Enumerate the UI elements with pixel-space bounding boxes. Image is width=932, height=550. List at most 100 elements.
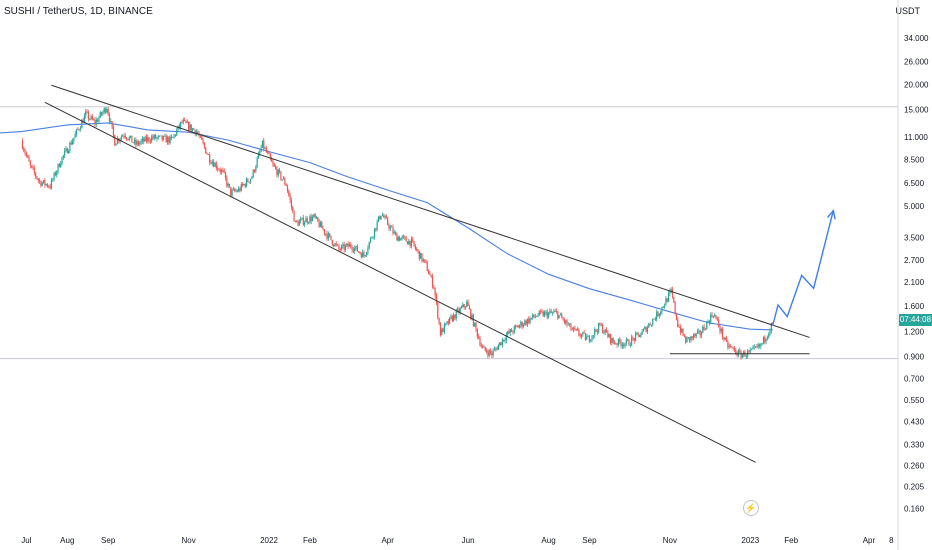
candle-body — [673, 297, 675, 303]
candle-body — [505, 334, 507, 341]
candle-body — [442, 328, 444, 333]
candle-body — [276, 168, 278, 176]
candle-body — [161, 135, 163, 140]
candle-body — [474, 322, 476, 327]
candle-body — [87, 112, 89, 119]
candle-body — [485, 350, 488, 353]
candle-body — [290, 200, 293, 208]
price-tick-label: 11.000 — [904, 133, 928, 142]
candle-body — [360, 253, 362, 258]
trendline — [44, 101, 756, 463]
candle-body — [600, 325, 602, 326]
candle-body — [141, 138, 144, 141]
candle-body — [364, 255, 366, 256]
candle-body — [265, 147, 267, 153]
candle-body — [247, 179, 249, 182]
price-tick-label: 1.200 — [904, 327, 925, 336]
candle-body — [579, 334, 581, 337]
candle-body — [172, 137, 174, 138]
candle-body — [632, 337, 634, 339]
candle-body — [563, 319, 565, 323]
candle-body — [207, 154, 209, 156]
candle-body — [706, 321, 708, 330]
candle-body — [591, 336, 593, 341]
candle-body — [306, 218, 308, 223]
candle-body — [749, 350, 751, 352]
candle-body — [464, 306, 467, 308]
candle-body — [321, 222, 323, 229]
candle-body — [392, 227, 394, 234]
candle-body — [731, 346, 733, 348]
candle-body — [342, 244, 344, 246]
candle-body — [549, 311, 551, 313]
candle-body — [580, 334, 583, 337]
candle-body — [81, 120, 83, 129]
candle-body — [685, 336, 687, 343]
candle-body — [757, 344, 759, 348]
candle-body — [588, 336, 591, 342]
candle-body — [491, 352, 493, 356]
candle-body — [404, 236, 406, 238]
flash-icon[interactable]: ⚡ — [743, 500, 759, 516]
candle-body — [752, 347, 754, 349]
candle-body — [545, 311, 547, 313]
candle-body — [516, 325, 518, 327]
candle-body — [58, 163, 60, 168]
candle-body — [421, 253, 423, 262]
candle-body — [608, 334, 610, 337]
candle-body — [723, 337, 725, 340]
candle-body — [149, 141, 151, 142]
candle-body — [587, 336, 589, 338]
candle-body — [385, 216, 387, 219]
candle-body — [770, 322, 772, 331]
moving-average-line — [0, 122, 773, 331]
time-tick-label: 2022 — [260, 536, 278, 545]
candle-body — [463, 304, 465, 308]
candle-body — [102, 111, 104, 115]
candle-body — [389, 226, 391, 229]
candle-body — [100, 112, 103, 115]
candle-body — [144, 136, 146, 142]
candle-body — [609, 334, 612, 343]
candle-body — [483, 346, 485, 348]
time-tick-label: Feb — [784, 536, 798, 545]
candle-body — [409, 240, 411, 247]
candle-body — [139, 142, 141, 145]
candle-body — [438, 317, 440, 324]
candle-body — [449, 317, 451, 324]
candle-body — [690, 336, 692, 341]
time-tick-label: Apr — [381, 536, 394, 545]
candle-body — [272, 161, 274, 165]
candle-body — [135, 139, 137, 145]
candle-body — [492, 350, 494, 356]
candle-body — [21, 140, 24, 149]
candle-body — [695, 333, 697, 337]
candle-body — [352, 250, 355, 252]
candle-body — [39, 180, 41, 182]
candle-body — [558, 315, 560, 319]
candle-body — [754, 346, 757, 348]
candle-body — [379, 216, 381, 220]
candle-body — [194, 129, 196, 135]
candle-body — [687, 337, 689, 339]
candle-body — [123, 135, 125, 137]
candle-body — [683, 335, 685, 337]
candle-body — [692, 334, 695, 338]
candle-body — [459, 308, 461, 313]
candle-body — [305, 218, 307, 223]
candle-body — [675, 313, 678, 320]
candle-body — [398, 237, 401, 241]
candle-body — [686, 337, 688, 343]
candle-body — [437, 302, 439, 318]
candle-body — [712, 316, 714, 318]
candle-body — [557, 311, 559, 319]
candle-body — [193, 128, 195, 130]
price-tick-label: 0.430 — [904, 417, 925, 426]
candle-body — [703, 326, 705, 330]
candle-body — [381, 215, 384, 217]
candle-body — [209, 154, 211, 163]
candle-body — [466, 301, 468, 307]
candle-body — [61, 157, 63, 164]
candle-body — [165, 135, 167, 143]
